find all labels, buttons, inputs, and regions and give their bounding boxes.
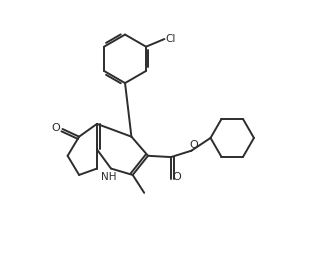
Text: O: O: [52, 123, 61, 133]
Text: O: O: [189, 140, 198, 150]
Text: NH: NH: [101, 172, 116, 182]
Text: O: O: [172, 173, 181, 182]
Text: Cl: Cl: [166, 34, 176, 44]
